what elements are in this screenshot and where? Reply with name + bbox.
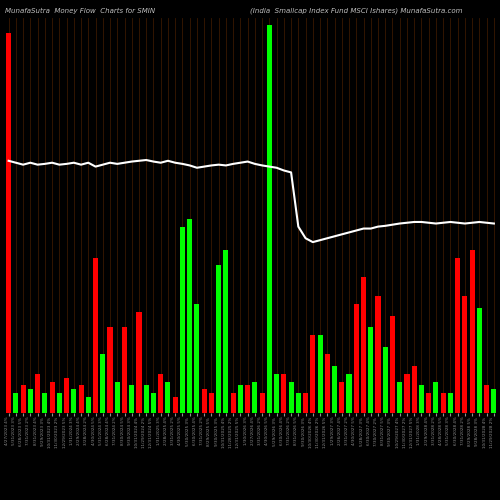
Bar [72, 390, 76, 412]
Bar [282, 374, 286, 412]
Bar [440, 393, 446, 412]
Bar [361, 277, 366, 412]
Bar [274, 374, 279, 412]
Bar [57, 393, 62, 412]
Bar [382, 346, 388, 412]
Bar [122, 328, 127, 412]
Bar [288, 382, 294, 412]
Bar [50, 382, 54, 412]
Bar [448, 393, 453, 412]
Bar [6, 33, 11, 412]
Bar [455, 258, 460, 412]
Bar [28, 390, 33, 412]
Bar [42, 393, 48, 412]
Bar [390, 316, 395, 412]
Bar [267, 25, 272, 412]
Text: (India  Smallcap Index Fund MSCI Ishares) MunafaSutra.com: (India Smallcap Index Fund MSCI Ishares)… [250, 8, 462, 14]
Bar [129, 386, 134, 412]
Bar [368, 328, 374, 412]
Bar [397, 382, 402, 412]
Bar [14, 393, 18, 412]
Bar [114, 382, 120, 412]
Bar [136, 312, 141, 412]
Bar [180, 226, 185, 412]
Bar [100, 354, 105, 412]
Bar [376, 296, 380, 412]
Bar [434, 382, 438, 412]
Bar [202, 390, 206, 412]
Bar [64, 378, 69, 412]
Bar [318, 335, 322, 412]
Bar [260, 393, 264, 412]
Bar [484, 386, 489, 412]
Text: MunafaSutra  Money Flow  Charts for SMIN: MunafaSutra Money Flow Charts for SMIN [5, 8, 155, 14]
Bar [230, 393, 235, 412]
Bar [158, 374, 164, 412]
Bar [194, 304, 200, 412]
Bar [426, 393, 431, 412]
Bar [419, 386, 424, 412]
Bar [86, 397, 91, 412]
Bar [209, 393, 214, 412]
Bar [172, 397, 178, 412]
Bar [245, 386, 250, 412]
Bar [78, 386, 84, 412]
Bar [412, 366, 416, 412]
Bar [339, 382, 344, 412]
Bar [20, 386, 25, 412]
Bar [224, 250, 228, 412]
Bar [144, 386, 149, 412]
Bar [325, 354, 330, 412]
Bar [404, 374, 409, 412]
Bar [332, 366, 337, 412]
Bar [492, 390, 496, 412]
Bar [166, 382, 170, 412]
Bar [238, 386, 243, 412]
Bar [35, 374, 40, 412]
Bar [354, 304, 359, 412]
Bar [187, 219, 192, 412]
Bar [470, 250, 474, 412]
Bar [303, 393, 308, 412]
Bar [151, 393, 156, 412]
Bar [252, 382, 258, 412]
Bar [310, 335, 316, 412]
Bar [477, 308, 482, 412]
Bar [296, 393, 301, 412]
Bar [216, 266, 221, 412]
Bar [462, 296, 468, 412]
Bar [346, 374, 352, 412]
Bar [93, 258, 98, 412]
Bar [108, 328, 112, 412]
